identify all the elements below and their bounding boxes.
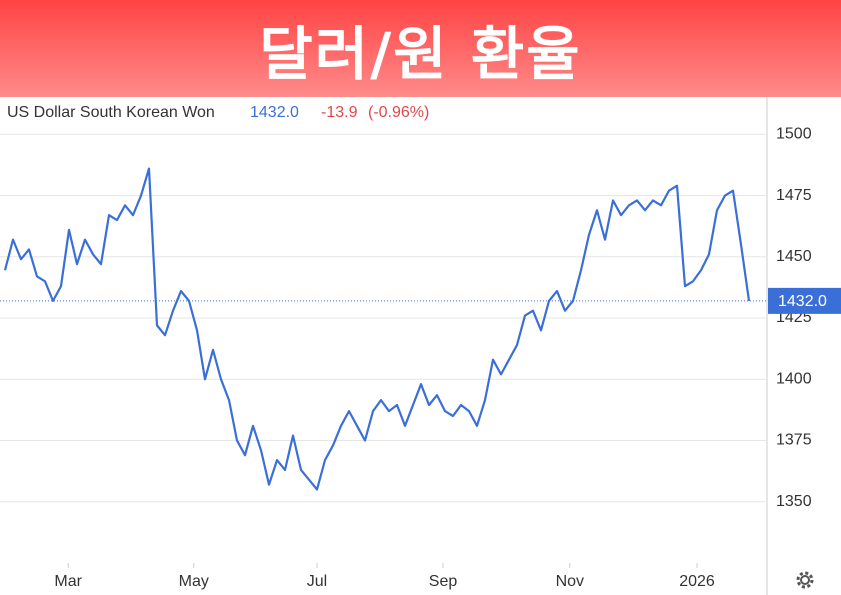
title: 달러/원 환율 bbox=[259, 19, 582, 88]
x-tick-label: 2026 bbox=[679, 573, 715, 590]
last-price-tag bbox=[768, 287, 841, 314]
change: -13.9 bbox=[321, 104, 358, 121]
x-tick-label: Mar bbox=[54, 573, 82, 590]
last-price-label: 1432.0 bbox=[778, 293, 827, 310]
y-tick-label: 1375 bbox=[776, 432, 812, 449]
y-tick-label: 1350 bbox=[776, 493, 812, 510]
y-tick-label: 1500 bbox=[776, 126, 812, 143]
y-tick-label: 1475 bbox=[776, 187, 812, 204]
x-tick-label: Nov bbox=[556, 573, 584, 590]
header: 달러/원 환율 bbox=[0, 0, 841, 97]
instrument: US Dollar South Korean Won bbox=[7, 104, 215, 121]
change-pct: (-0.96%) bbox=[368, 104, 429, 121]
price: 1432.0 bbox=[250, 104, 299, 121]
settings-icon[interactable] bbox=[796, 571, 814, 589]
x-tick-label: May bbox=[179, 573, 209, 590]
y-tick-label: 1450 bbox=[776, 248, 812, 265]
price-line bbox=[3, 167, 751, 491]
x-tick-label: Jul bbox=[307, 573, 327, 590]
y-tick-label: 1400 bbox=[776, 370, 812, 387]
x-tick-label: Sep bbox=[429, 573, 458, 590]
